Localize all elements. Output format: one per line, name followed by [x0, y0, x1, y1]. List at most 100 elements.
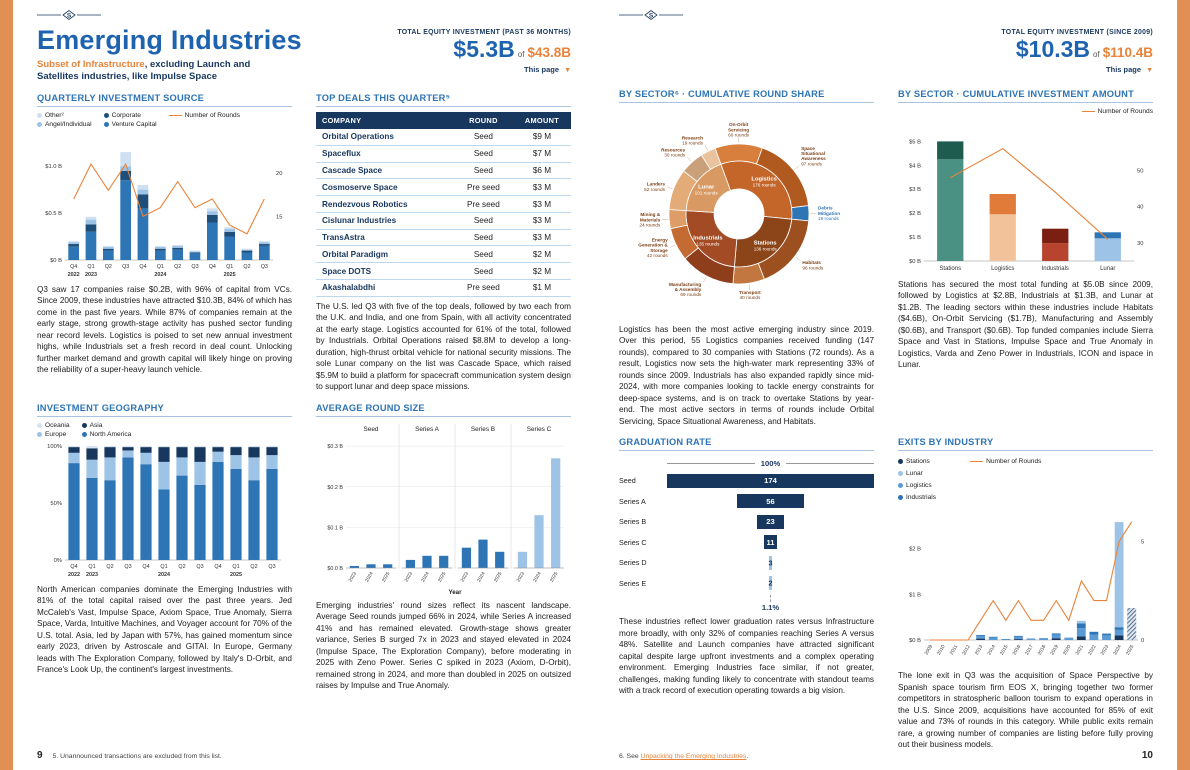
bar	[405, 559, 415, 568]
deal-amount: $2 M	[512, 262, 571, 281]
bar-segment	[120, 152, 131, 167]
legend-label: Other²	[45, 112, 64, 119]
bar-segment	[1039, 638, 1048, 640]
totals-label: TOTAL EQUITY INVESTMENT (PAST 36 MONTHS)	[397, 29, 571, 36]
bar-segment	[224, 229, 235, 232]
bar-segment	[86, 459, 98, 478]
bar-segment	[103, 246, 114, 249]
bar-segment	[194, 445, 206, 447]
legend-item: Europe	[37, 431, 70, 438]
legend-dot-swatch	[898, 494, 903, 500]
totals-numbers: $5.3B of $43.8B	[397, 36, 571, 63]
deal-amount: $7 M	[512, 145, 571, 163]
page-number: 10	[1141, 750, 1153, 761]
bar-segment	[137, 184, 149, 190]
bar-segment	[937, 141, 964, 160]
subsector-label: & Assembly	[675, 287, 702, 292]
rounds-line	[930, 521, 1133, 641]
bar-segment	[158, 461, 170, 490]
bar-segment	[988, 637, 998, 639]
deal-amount: $3 M	[512, 229, 571, 247]
x-axis-year: 2025	[224, 272, 236, 278]
subsector-label: 60 rounds	[728, 133, 750, 138]
x-axis-tick: 2025	[549, 570, 560, 583]
x-axis-tick: Q4	[70, 264, 77, 270]
section-average-round-size: AVERAGE ROUND SIZE $0.0 B $0.1 B $0.2 B $0.…	[316, 403, 571, 692]
left-page-grid: QUARTERLY INVESTMENT SOURCE Other² Corpor…	[37, 93, 571, 692]
exits-chart-legend: Stations Lunar Logistics Industrials Number …	[898, 456, 1153, 502]
section-cumulative-investment-amount: BY SECTOR · CUMULATIVE INVESTMENT AMOUNT…	[898, 89, 1153, 427]
bar-segment	[248, 446, 260, 458]
y-axis-tick: $2 B	[909, 547, 921, 553]
bar-segment	[189, 250, 201, 252]
investment-geography-chart: 0% 50% 100% Q4 Q1 Q2 Q3 Q4 Q1 Q2 Q3 Q4 Q1 Q2 Q3 2022 202…	[47, 444, 281, 578]
funnel-bar: 56	[737, 494, 804, 509]
legend-item: Angel/Individual	[37, 121, 92, 128]
x-axis-tick: Q1	[87, 264, 94, 270]
deal-round: Pre seed	[453, 195, 513, 213]
deal-company: Spaceflux	[316, 145, 454, 163]
x-axis-tick: Q3	[122, 264, 129, 270]
category-label: Industrials	[1042, 266, 1069, 272]
bar-segment	[230, 445, 242, 447]
bar-segment	[212, 445, 224, 447]
bar-segment	[176, 445, 188, 447]
legend-item: Stations	[898, 456, 936, 466]
left-edge-strip	[0, 0, 13, 770]
legend-dot-swatch	[103, 122, 109, 127]
section-heading: BY SECTOR · CUMULATIVE INVESTMENT AMOUNT	[898, 89, 1153, 103]
subsector-label: Space	[801, 146, 815, 151]
bar-segment	[976, 635, 985, 637]
legend-label: Europe	[45, 430, 67, 438]
bar-segment	[224, 227, 235, 230]
bar-segment	[1114, 522, 1124, 628]
x-axis-tick: 2025	[1125, 644, 1136, 657]
funnel-stage-label: Series C	[619, 537, 647, 547]
bar-segment	[241, 252, 253, 260]
right-edge-strip	[1177, 0, 1190, 770]
bar-segment	[248, 457, 260, 480]
legend-item: Oceania	[37, 422, 70, 429]
bar-segment	[155, 250, 166, 260]
legend-line-swatch	[1081, 111, 1095, 112]
this-page-indicator[interactable]: This page ▼	[1001, 65, 1153, 74]
logo-letter: S	[67, 12, 72, 19]
x-axis-tick: 2023	[348, 570, 359, 583]
bar-segment	[1064, 638, 1074, 639]
bar-segment	[1014, 636, 1023, 638]
y-axis-tick: $0.3 B	[327, 444, 343, 450]
this-page-indicator[interactable]: This page ▼	[397, 65, 571, 74]
bar-segment	[189, 253, 201, 260]
deal-row: TransAstra Seed $3 M	[316, 229, 571, 247]
bar-segment	[937, 159, 964, 261]
x-axis-year: 2024	[158, 572, 170, 578]
bar-segment	[266, 468, 278, 560]
top-deals-table: COMPANY ROUND AMOUNT Orbital Operations S…	[316, 112, 571, 297]
subsector-segment	[714, 143, 763, 165]
bar-segment	[172, 249, 183, 260]
subsector-segment	[700, 147, 722, 170]
sector-rounds: 136 rounds	[754, 247, 778, 252]
subsector-label: Mitigation	[818, 211, 840, 216]
bar-segment	[137, 189, 149, 195]
funnel-value: 11	[766, 537, 775, 547]
section-paragraph: The U.S. led Q3 with five of the top dea…	[316, 301, 571, 392]
totals-numbers: $10.3B of $110.4B	[1001, 36, 1153, 63]
deal-company: Space DOTS	[316, 262, 454, 281]
bar-segment	[212, 451, 224, 462]
y-axis-tick: 100%	[47, 444, 62, 450]
legend-item: Logistics	[898, 480, 936, 490]
footnote-link[interactable]: Unpacking the Emerging Industries	[640, 753, 747, 760]
deal-round: Seed	[453, 212, 513, 230]
bar-segment	[1001, 639, 1011, 640]
bar-segment	[158, 445, 170, 447]
x-axis-tick: 2012	[961, 644, 972, 657]
section-paragraph: The lone exit in Q3 was the acquisition …	[898, 671, 1153, 750]
x-axis-year: 2023	[86, 572, 98, 578]
bar-segment	[230, 454, 242, 469]
x-axis-tick: 2024	[364, 570, 375, 583]
y2-axis-tick: 30	[1137, 241, 1143, 247]
bar-segment	[68, 246, 79, 260]
bar-segment	[266, 446, 278, 455]
